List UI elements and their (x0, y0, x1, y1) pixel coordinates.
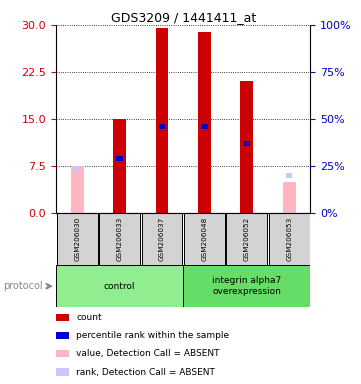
Bar (201, 124, 208, 129)
Bar (269, 213, 310, 265)
Bar (113, 119, 126, 213)
Bar (183, 265, 310, 307)
Text: GSM206053: GSM206053 (286, 217, 292, 261)
Bar (56, 350, 69, 358)
Bar (286, 173, 292, 178)
Text: rank, Detection Call = ABSENT: rank, Detection Call = ABSENT (76, 367, 215, 377)
Bar (56, 332, 69, 339)
Bar (244, 141, 250, 146)
Bar (71, 166, 83, 213)
Bar (156, 28, 168, 213)
Bar (74, 167, 81, 172)
Text: GSM206033: GSM206033 (117, 217, 123, 261)
Bar (56, 265, 183, 307)
Text: value, Detection Call = ABSENT: value, Detection Call = ABSENT (76, 349, 220, 358)
Bar (184, 213, 225, 265)
Text: count: count (76, 313, 102, 322)
Bar (56, 314, 69, 321)
Bar (240, 81, 253, 213)
Bar (99, 213, 140, 265)
Text: percentile rank within the sample: percentile rank within the sample (76, 331, 230, 340)
Text: protocol: protocol (4, 281, 43, 291)
Text: GSM206048: GSM206048 (201, 217, 208, 261)
Text: control: control (104, 281, 135, 291)
Title: GDS3209 / 1441411_at: GDS3209 / 1441411_at (110, 11, 256, 24)
Bar (57, 213, 97, 265)
Bar (56, 369, 69, 376)
Text: GSM206052: GSM206052 (244, 217, 250, 261)
Bar (198, 33, 211, 213)
Bar (142, 213, 182, 265)
Bar (116, 156, 123, 161)
Bar (159, 124, 165, 129)
Text: GSM206030: GSM206030 (74, 217, 80, 261)
Text: integrin alpha7
overexpression: integrin alpha7 overexpression (212, 276, 282, 296)
Bar (283, 182, 296, 213)
Text: GSM206037: GSM206037 (159, 217, 165, 261)
Bar (226, 213, 267, 265)
